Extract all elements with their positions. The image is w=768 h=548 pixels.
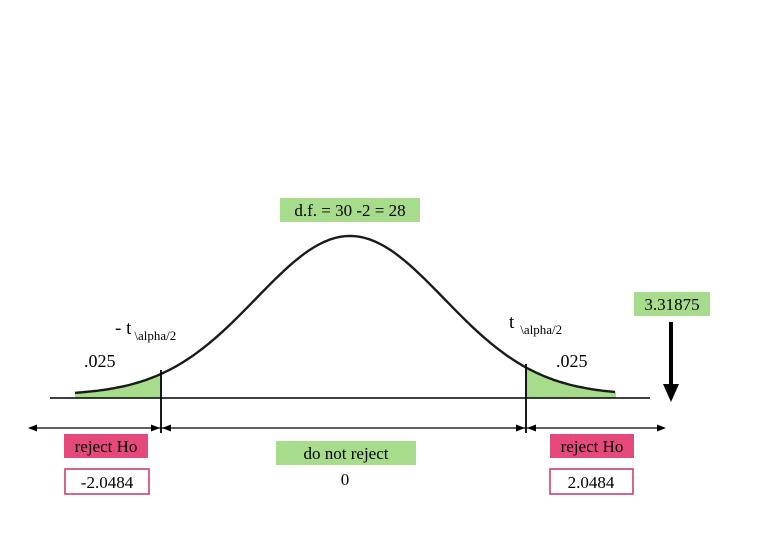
right-critical-symbol: t \alpha/2 (509, 312, 562, 337)
right-critical-subscript: \alpha/2 (520, 322, 562, 337)
reject-right-arrowhead (527, 424, 536, 432)
accept-left-arrowhead (162, 424, 171, 432)
t-distribution-curve (74, 234, 616, 394)
reject-left-arrowhead (151, 424, 160, 432)
left-critical-symbol-main: - t (115, 318, 132, 339)
left-critical-value-box (64, 468, 150, 495)
right-critical-value: 2.0484 (568, 473, 615, 492)
test-statistic-value: 3.31875 (644, 295, 699, 314)
right-end-arrowhead (657, 424, 666, 432)
right-critical-value-box (549, 468, 634, 495)
left-critical-subscript: \alpha/2 (134, 328, 176, 343)
left-tail-shaded-region (75, 373, 161, 398)
left-critical-value: -2.0484 (81, 473, 134, 492)
test-statistic-box (634, 292, 710, 316)
right-tail-shaded-region (526, 367, 616, 398)
left-critical-symbol: - t \alpha/2 (115, 318, 176, 343)
center-value: 0 (341, 470, 350, 489)
df-label: d.f. = 30 -2 = 28 (294, 201, 405, 220)
do-not-reject-label: do not reject (304, 444, 389, 463)
right-critical-symbol-main: t (509, 312, 515, 333)
left-end-arrowhead (28, 424, 37, 432)
right-tail-area-label: .025 (556, 351, 588, 371)
left-reject-label: reject Ho (75, 437, 138, 456)
right-reject-label-box (550, 434, 634, 458)
test-statistic-arrowhead (663, 384, 679, 402)
df-label-box (280, 198, 420, 222)
right-reject-label: reject Ho (561, 437, 624, 456)
accept-right-arrowhead (516, 424, 525, 432)
do-not-reject-label-box (276, 441, 416, 465)
left-reject-label-box (64, 434, 148, 458)
left-tail-area-label: .025 (84, 351, 116, 371)
